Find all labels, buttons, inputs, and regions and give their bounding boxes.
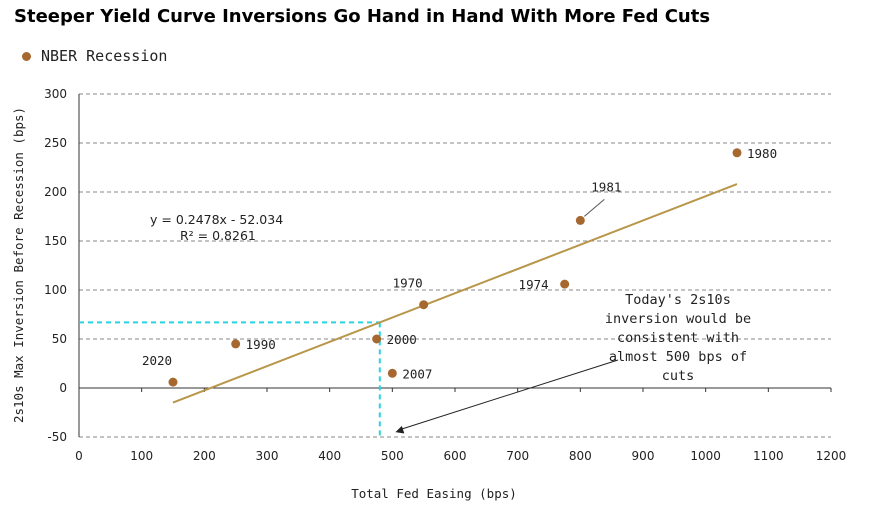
trendline-r2: R² = 0.8261 bbox=[180, 228, 256, 243]
point-labels: 1980 1981 1974 1970 2000 2007 1990 2020 bbox=[142, 146, 777, 381]
chart-title: Steeper Yield Curve Inversions Go Hand i… bbox=[14, 6, 711, 27]
annotation-line: consistent with bbox=[617, 330, 739, 346]
annotation-arrow bbox=[401, 359, 619, 430]
x-tick-label: 500 bbox=[381, 449, 404, 463]
y-tick-label: 50 bbox=[52, 332, 67, 346]
x-tick-label: 1000 bbox=[690, 449, 721, 463]
legend-marker bbox=[22, 51, 31, 61]
x-tick-label: 300 bbox=[256, 449, 279, 463]
point-label-1980: 1980 bbox=[747, 146, 777, 161]
y-tick-label: 250 bbox=[44, 136, 67, 150]
tick-labels: -50 0 50 100 150 200 250 300 0 100 200 300 400 500 600… bbox=[44, 87, 846, 463]
x-axis-label: Total Fed Easing (bps) bbox=[351, 486, 517, 501]
x-tick-label: 400 bbox=[318, 449, 341, 463]
x-tick-label: 1100 bbox=[753, 449, 784, 463]
annotation-line: cuts bbox=[662, 368, 695, 384]
y-tick-label: 100 bbox=[44, 283, 67, 297]
x-tick-label: 700 bbox=[506, 449, 529, 463]
grid bbox=[79, 93, 831, 438]
x-tick-label: 0 bbox=[75, 449, 83, 463]
point-label-2000: 2000 bbox=[387, 332, 417, 347]
data-point-1970 bbox=[419, 300, 429, 310]
point-label-2020: 2020 bbox=[142, 353, 172, 368]
point-label-1990: 1990 bbox=[246, 337, 276, 352]
annotation-line: Today's 2s10s bbox=[625, 292, 731, 308]
y-tick-label: 0 bbox=[59, 381, 67, 395]
x-tick-label: 1200 bbox=[816, 449, 847, 463]
x-tick-label: 800 bbox=[569, 449, 592, 463]
y-tick-label: 300 bbox=[44, 87, 67, 101]
x-tick-label: 100 bbox=[130, 449, 153, 463]
point-label-1970: 1970 bbox=[393, 276, 423, 291]
legend: NBER Recession bbox=[22, 47, 167, 65]
data-point-1981 bbox=[575, 215, 585, 225]
y-tick-label: -50 bbox=[47, 430, 67, 444]
y-axis-label: 2s10s Max Inversion Before Recession (bp… bbox=[11, 107, 26, 423]
trendline-equation: y = 0.2478x - 52.034 bbox=[150, 212, 283, 227]
point-label-2007: 2007 bbox=[402, 366, 432, 381]
y-tick-label: 200 bbox=[44, 185, 67, 199]
x-tick-label: 900 bbox=[632, 449, 655, 463]
y-tick-label: 150 bbox=[44, 234, 67, 248]
data-point-2000 bbox=[372, 334, 382, 344]
annotation: Today's 2s10s inversion would be consisten… bbox=[395, 292, 751, 434]
annotation-line: almost 500 bps of bbox=[609, 349, 747, 365]
trendline-group bbox=[172, 183, 738, 404]
point-label-1974: 1974 bbox=[519, 277, 549, 292]
x-tick-label: 600 bbox=[444, 449, 467, 463]
data-point-1980 bbox=[732, 148, 742, 158]
callout-leader bbox=[584, 199, 605, 217]
data-point-2007 bbox=[387, 368, 397, 378]
annotation-line: inversion would be bbox=[605, 311, 751, 327]
x-tick-label: 200 bbox=[193, 449, 216, 463]
legend-label: NBER Recession bbox=[41, 47, 168, 65]
data-point-1974 bbox=[560, 279, 570, 289]
data-points bbox=[168, 148, 742, 387]
point-label-1981: 1981 bbox=[591, 179, 621, 194]
data-point-1990 bbox=[231, 339, 241, 349]
annotation-arrowhead bbox=[395, 425, 405, 434]
data-point-2020 bbox=[168, 377, 178, 387]
axes bbox=[78, 94, 832, 437]
trendline bbox=[172, 183, 738, 404]
